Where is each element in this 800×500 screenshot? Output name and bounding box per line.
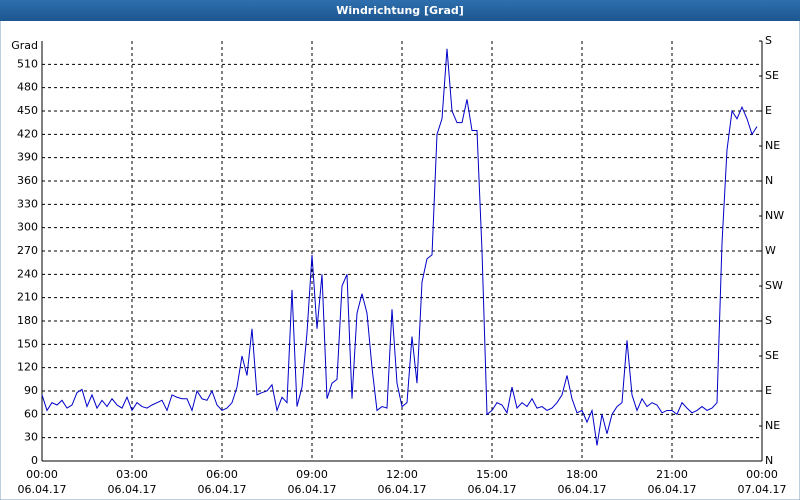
y2-tick-label: N [765,174,773,187]
y-tick-label: 270 [17,244,38,257]
y2-tick-label: SW [765,279,783,292]
y-tick-label: 330 [17,197,38,210]
x-tick-date: 07.04.17 [738,483,787,496]
x-tick-label: 00:00 [746,468,778,481]
y-tick-label: 180 [17,314,38,327]
y2-tick-label: N [765,454,773,467]
x-tick-date: 06.04.17 [558,483,607,496]
y-tick-label: 420 [17,127,38,140]
y2-tick-label: E [765,104,772,117]
x-tick-label: 06:00 [206,468,238,481]
y-tick-label: 0 [31,454,38,467]
x-tick-date: 06.04.17 [468,483,517,496]
y-axis-label: Grad [11,39,38,52]
y-tick-label: 360 [17,174,38,187]
x-tick-label: 15:00 [476,468,508,481]
y-tick-label: 60 [24,407,38,420]
x-tick-date: 06.04.17 [378,483,427,496]
y-tick-label: 510 [17,57,38,70]
y-tick-label: 450 [17,104,38,117]
y-tick-label: 300 [17,221,38,234]
x-tick-date: 06.04.17 [108,483,157,496]
y-tick-label: 90 [24,384,38,397]
y-tick-label: 30 [24,431,38,444]
y2-tick-label: SE [765,69,779,82]
x-tick-date: 06.04.17 [288,483,337,496]
title-bar [0,0,800,21]
y2-tick-label: E [765,384,772,397]
y2-tick-label: NE [765,419,780,432]
y-tick-label: 240 [17,267,38,280]
y-tick-label: 390 [17,151,38,164]
x-tick-label: 00:00 [26,468,58,481]
x-tick-date: 06.04.17 [648,483,697,496]
x-tick-label: 03:00 [116,468,148,481]
y-tick-label: 120 [17,361,38,374]
y2-tick-label: S [765,314,772,327]
y-tick-label: 150 [17,337,38,350]
x-tick-label: 09:00 [296,468,328,481]
y2-tick-label: NW [765,209,784,222]
x-tick-date: 06.04.17 [18,483,67,496]
y2-tick-label: S [765,34,772,47]
x-tick-label: 18:00 [566,468,598,481]
x-tick-label: 12:00 [386,468,418,481]
y2-tick-label: NE [765,139,780,152]
x-tick-label: 21:00 [656,468,688,481]
y-tick-label: 480 [17,81,38,94]
x-tick-date: 06.04.17 [198,483,247,496]
y2-tick-label: W [765,244,776,257]
chart-title: Windrichtung [Grad] [336,4,464,17]
y-tick-label: 210 [17,291,38,304]
data-line [41,48,758,446]
y2-tick-label: SE [765,349,779,362]
